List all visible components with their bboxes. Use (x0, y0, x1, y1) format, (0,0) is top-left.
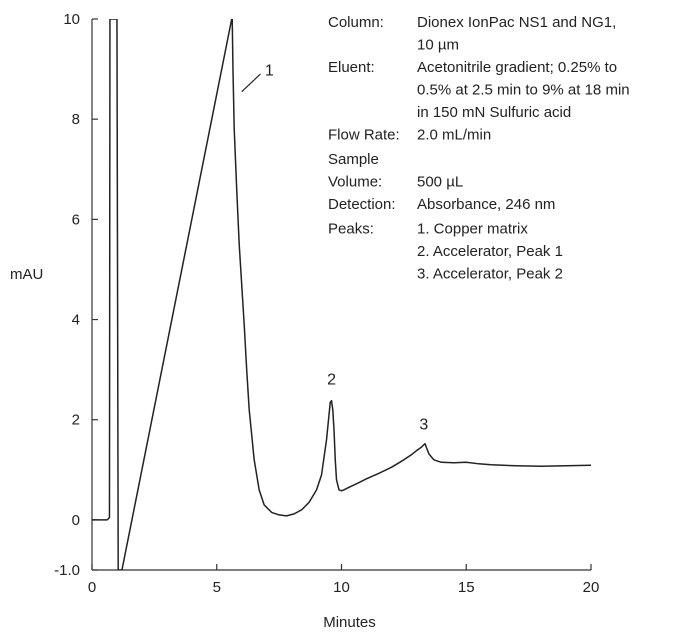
info-value: Absorbance, 246 nm (417, 196, 555, 213)
y-tick-label: -1.0 (54, 562, 80, 579)
x-tick-label: 10 (333, 579, 350, 596)
info-value: 0.5% at 2.5 min to 9% at 18 min (417, 82, 630, 99)
y-tick-label: 6 (72, 211, 80, 228)
info-value: 2.0 mL/min (417, 127, 491, 144)
x-axis-title: Minutes (323, 614, 376, 631)
axes: -1.0 0 2 4 6 8 10 0 5 10 15 20 Minutes mAU (10, 11, 599, 631)
plot-area: 1 2 3 (92, 19, 592, 570)
info-value: 10 µm (417, 37, 459, 54)
y-tick-label: 8 (72, 111, 80, 128)
x-tick-label: 0 (88, 579, 96, 596)
info-key: Flow Rate: (328, 127, 400, 144)
x-tick-label: 20 (583, 579, 600, 596)
info-value: Acetonitrile gradient; 0.25% to (417, 59, 617, 76)
y-tick-label: 10 (63, 11, 80, 28)
info-key: Detection: (328, 196, 396, 213)
info-key: Eluent: (328, 59, 375, 76)
info-key: Sample (328, 151, 379, 168)
y-tick-label: 0 (72, 512, 80, 529)
peak-label: 1 (265, 63, 274, 80)
info-value: 1. Copper matrix (417, 221, 528, 238)
y-tick-label: 2 (72, 412, 80, 429)
info-key: Column: (328, 14, 384, 31)
peak-label: 3 (419, 417, 428, 434)
info-panel: Column: Dionex IonPac NS1 and NG1, 10 µm El… (328, 14, 630, 283)
peak-leader-line (241, 73, 261, 93)
info-value: 3. Accelerator, Peak 2 (417, 266, 563, 283)
y-axis-title: mAU (10, 266, 43, 283)
y-tick-label: 4 (72, 312, 80, 329)
x-tick-label: 15 (458, 579, 475, 596)
chromatogram-trace (92, 19, 592, 570)
info-value: 2. Accelerator, Peak 1 (417, 243, 563, 260)
peak-label: 2 (327, 372, 336, 389)
info-key: Volume: (328, 174, 382, 191)
info-value: Dionex IonPac NS1 and NG1, (417, 14, 616, 31)
x-tick-label: 5 (213, 579, 221, 596)
info-value: 500 µL (417, 174, 463, 191)
info-key: Peaks: (328, 221, 374, 238)
info-value: in 150 mN Sulfuric acid (417, 104, 571, 121)
